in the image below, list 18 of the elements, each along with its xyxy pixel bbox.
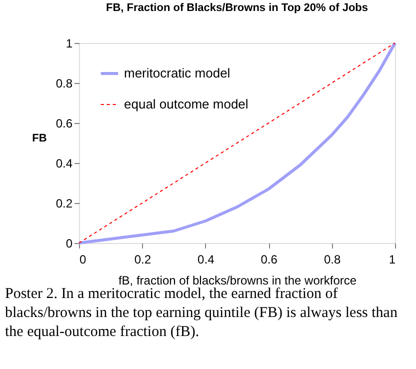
chart-title: FB, Fraction of Blacks/Browns in Top 20% of Jobs [106, 2, 368, 14]
x-axis-title: fB, fraction of blacks/browns in the workforce [118, 274, 357, 288]
x-tick-label: 1 [388, 252, 396, 266]
y-tick-label: 0.4 [56, 156, 73, 170]
x-tick-label: 0.4 [198, 252, 215, 266]
y-tick-label: 0.8 [56, 76, 73, 90]
y-tick-label: 0 [66, 236, 73, 250]
y-tick-label: 0.2 [56, 196, 73, 210]
legend-label: equal outcome model [124, 96, 248, 112]
x-tick-label: 0.8 [324, 252, 341, 266]
y-axis-title: FB [32, 132, 47, 144]
x-tick-label: 0.2 [134, 252, 152, 266]
x-tick-label: 0.6 [260, 252, 278, 266]
y-tick-label: 1 [66, 36, 73, 50]
legend-label: meritocratic model [124, 66, 230, 80]
text: Poster 2. In a meritocratic model, the earned fraction of blacks/browns in the top earning quintile (FB) is always less than the equal-outcome fraction (fB). [5, 286, 398, 340]
x-tick-label: 0 [80, 252, 86, 266]
y-tick-label: 0.6 [56, 116, 73, 130]
